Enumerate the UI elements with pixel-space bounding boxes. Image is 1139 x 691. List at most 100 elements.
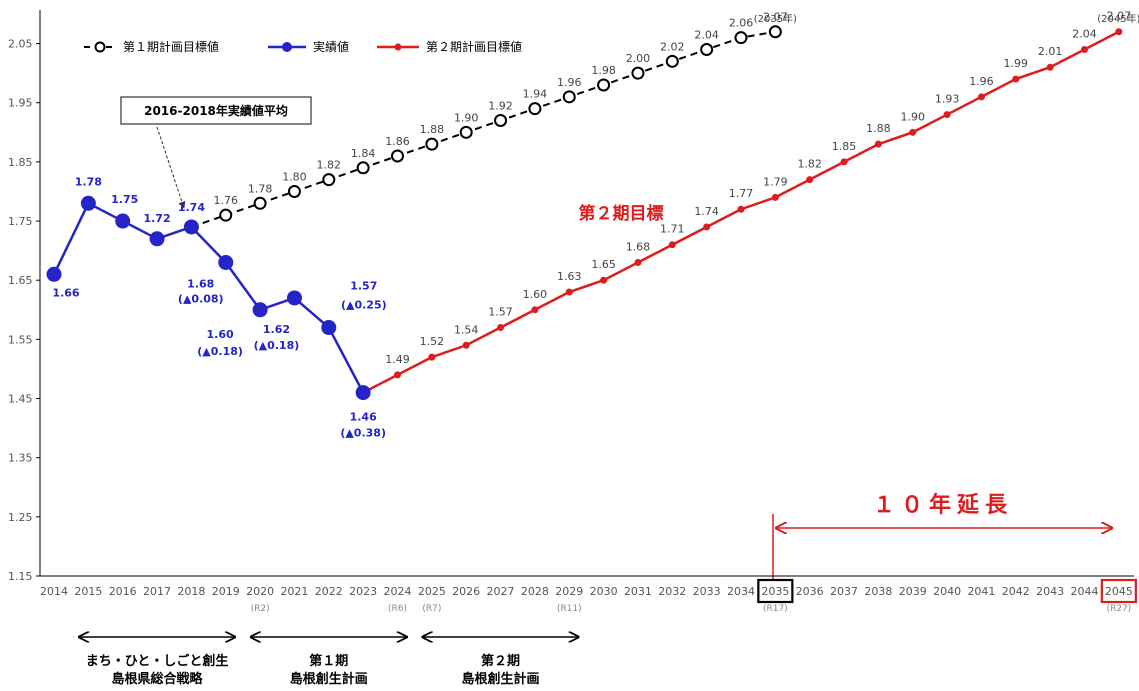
- x-tick-label: 2036: [796, 585, 824, 598]
- target2-value-label: 1.65: [591, 258, 616, 271]
- x-tick-label: 2015: [74, 585, 102, 598]
- x-tick-label: 2028: [521, 585, 549, 598]
- legend-label-target1: 第１期計画目標値: [123, 39, 219, 54]
- target1-value-label: 1.82: [317, 159, 342, 172]
- actual-point: [252, 302, 268, 318]
- x-subtick-label: (R11): [557, 604, 582, 614]
- y-tick-label: 1.85: [8, 156, 33, 169]
- target1-point: [597, 78, 611, 92]
- target2-point: [1046, 63, 1054, 71]
- x-subtick-label: (R6): [388, 604, 407, 614]
- target2-point: [703, 223, 711, 231]
- target2-point: [1012, 75, 1020, 83]
- target1-point: [253, 196, 267, 210]
- target2-point: [737, 205, 745, 213]
- actual-point: [286, 290, 302, 306]
- x-tick-label: 2027: [487, 585, 515, 598]
- target1-point: [219, 208, 233, 222]
- target2-value-label: 2.04: [1072, 27, 1097, 40]
- target1-value-label: 1.78: [248, 182, 273, 195]
- x-tick-label: 2037: [830, 585, 858, 598]
- actual-value-label: 1.62: [263, 323, 290, 336]
- x-tick-label: 2017: [143, 585, 171, 598]
- target2-point: [668, 241, 676, 249]
- extension-title: １０年延長: [873, 492, 1013, 518]
- x-tick-label: 2042: [1002, 585, 1030, 598]
- target2-value-label: 1.52: [420, 335, 445, 348]
- x-tick-label: 2030: [590, 585, 618, 598]
- y-tick-label: 1.95: [8, 97, 33, 110]
- target2-value-label: 1.82: [797, 158, 822, 171]
- legend-label-actual: 実績値: [313, 39, 349, 54]
- target1-value-label: 1.86: [385, 135, 410, 148]
- target1-value-label: 1.96: [557, 76, 582, 89]
- target2-point: [943, 111, 951, 119]
- target2-value-label: 1.85: [832, 140, 857, 153]
- target2-value-label: 1.74: [694, 205, 719, 218]
- target2-value-label: 1.63: [557, 270, 582, 283]
- target2-point: [428, 353, 436, 361]
- target1-point: [665, 54, 679, 68]
- era-label: 第２期: [481, 653, 520, 669]
- target2-value-label: 1.88: [866, 122, 891, 135]
- highlight-box: [757, 578, 794, 604]
- target1-value-label: 1.80: [282, 170, 307, 183]
- target1-point: [287, 184, 301, 198]
- actual-change-label: (▲0.38): [340, 427, 386, 440]
- y-tick-label: 1.45: [8, 393, 33, 406]
- y-tick-label: 1.55: [8, 333, 33, 346]
- target1-value-label: 1.76: [214, 194, 239, 207]
- actual-value-label: 1.74: [178, 201, 205, 214]
- target2-value-label: 1.60: [523, 288, 548, 301]
- target2-point: [874, 140, 882, 148]
- target1-point: [768, 25, 782, 39]
- target2-value-label: 1.79: [763, 175, 788, 188]
- x-tick-label: 2041: [967, 585, 995, 598]
- actual-point: [321, 320, 337, 336]
- target2-value-label: 1.90: [901, 110, 926, 123]
- actual-change-label: (▲0.08): [178, 292, 224, 305]
- actual-change-label: (▲0.18): [254, 339, 300, 352]
- target2-point: [806, 176, 814, 184]
- x-tick-label: 2035: [761, 585, 789, 598]
- era-label: まち・ひと・しごと創生: [86, 653, 229, 669]
- actual-value-label: 1.68: [187, 277, 214, 290]
- actual-value-label: 1.75: [111, 193, 138, 206]
- y-tick-label: 2.05: [8, 38, 33, 51]
- actual-value-label: 1.66: [52, 286, 79, 299]
- x-tick-label: 2016: [109, 585, 137, 598]
- target1-point: [631, 66, 645, 80]
- actual-point: [183, 219, 199, 235]
- legend-label-target2: 第２期計画目標値: [426, 39, 522, 54]
- actual-change-label: (▲0.18): [197, 345, 243, 358]
- actual-change-label: (▲0.25): [341, 299, 387, 312]
- x-tick-label: 2029: [555, 585, 583, 598]
- target2-value-label: 1.71: [660, 223, 685, 236]
- x-tick-label: 2034: [727, 585, 755, 598]
- extension-arrow: [772, 514, 1112, 580]
- x-tick-label: 2023: [349, 585, 377, 598]
- target1-value-label: 1.92: [488, 99, 513, 112]
- actual-point: [80, 195, 96, 211]
- target2-point: [840, 158, 848, 166]
- target2-value-label: 1.54: [454, 323, 479, 336]
- callout-text: 2016-2018年実績値平均: [144, 103, 288, 118]
- x-tick-label: 2032: [658, 585, 686, 598]
- actual-point: [218, 254, 234, 270]
- x-tick-label: 2031: [624, 585, 652, 598]
- x-subtick-label: (R2): [251, 604, 270, 614]
- target1-value-label: 2.07: [763, 11, 788, 24]
- actual-point: [149, 231, 165, 247]
- target2-value-label: 2.07: [1107, 10, 1132, 23]
- target2-point: [497, 324, 505, 332]
- average-callout: 2016-2018年実績値平均: [120, 96, 312, 209]
- x-tick-label: 2045: [1105, 585, 1133, 598]
- target1-value-label: 1.90: [454, 111, 479, 124]
- x-subtick-label: (R27): [1106, 604, 1131, 614]
- target1-value-label: 1.88: [420, 123, 445, 136]
- x-tick-label: 2026: [452, 585, 480, 598]
- era-label: 島根創生計画: [462, 671, 540, 687]
- x-subtick-label: (R17): [763, 604, 788, 614]
- legend: 第１期計画目標値 実績値 第２期計画目標値: [84, 39, 522, 54]
- target2-point: [394, 371, 401, 379]
